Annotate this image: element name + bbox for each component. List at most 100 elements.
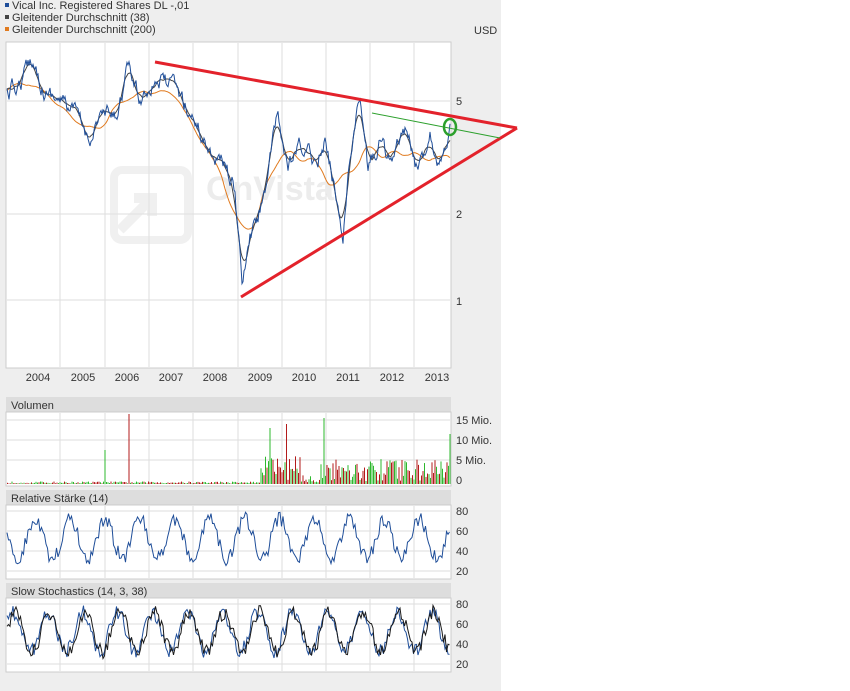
volume-bar [248,482,250,484]
osc-y-tick: 20 [456,566,468,578]
volume-bar [419,480,421,484]
volume-bar [122,482,124,484]
volume-bar [64,481,65,484]
volume-bar [440,461,442,484]
volume-bar [310,476,311,484]
volume-bar [233,481,235,484]
volume-bar [415,469,416,484]
volume-bar [169,483,170,484]
volume-bar [404,461,406,484]
volume-bar [55,483,56,484]
volume-bar [263,475,265,484]
volume-bar [221,482,223,484]
volume-bar [355,464,356,484]
stoch-grid [7,599,450,671]
osc-y-tick: 40 [456,639,468,651]
volume-bar [341,467,343,484]
volume-bar [239,482,241,484]
volume-bars [7,414,451,484]
volume-bar [413,479,415,484]
volume-bar [59,482,61,484]
volume-bar [379,474,380,484]
volume-bar [52,482,53,484]
volume-bar [49,483,50,484]
volume-bar [145,482,146,484]
volume-bar [41,481,43,484]
currency-label: USD [474,25,497,37]
legend: Vical Inc. Registered Shares DL -,01 Gle… [5,0,189,36]
volume-bar [146,483,148,484]
volume-bar [326,464,328,484]
volume-bar [377,480,379,484]
volume-bar [397,478,398,484]
volume-bar [16,483,17,484]
volume-bar [343,468,344,484]
volume-bar [292,468,293,484]
volume-bar [179,482,181,484]
volume-bar [329,468,331,484]
volume-bar [278,466,280,484]
volume-grid [7,413,450,485]
volume-bar [449,434,451,484]
volume-bar [200,482,202,484]
volume-bar [113,481,115,484]
volume-bar [104,450,106,484]
volume-bar [353,474,355,484]
volume-bar [56,482,58,484]
volume-bar [176,483,178,484]
volume-bar [437,474,439,484]
volume-bar [251,482,253,484]
volume-bar [209,482,211,484]
volume-bar [274,471,275,484]
volume-bar [431,462,433,484]
triangle-upper-line [154,60,518,130]
x-tick-label: 2010 [292,372,316,384]
volume-bar [244,482,245,484]
volume-bar [212,483,214,484]
volume-bar [425,476,427,484]
volume-bar [340,477,341,484]
x-tick-label: 2005 [71,372,95,384]
volume-bar [101,483,103,484]
volume-bar [206,483,208,484]
price-lines [6,59,451,286]
volume-bar [199,482,200,484]
volume-bar [389,460,391,484]
volume-bar [91,483,92,484]
volume-bar [314,482,316,484]
volume-bar [289,459,290,484]
volume-bar [190,481,191,484]
volume-bar [287,479,289,484]
volume-bar [371,463,373,484]
volume-y-tick: 10 Mio. [456,435,492,447]
osc-y-tick: 80 [456,506,468,518]
stoch-title: Slow Stochastics (14, 3, 38) [11,586,147,598]
volume-bar [272,459,274,484]
volume-bar [392,461,394,484]
volume-bar [328,467,329,484]
volume-bar [307,482,308,484]
x-tick-label: 2008 [203,372,227,384]
volume-bar [211,482,212,484]
legend-label-price: Vical Inc. Registered Shares DL -,01 [12,0,189,12]
volume-bar [283,469,284,484]
volume-bar [139,482,140,484]
legend-swatch-ma38 [5,15,9,19]
volume-bar [265,456,266,484]
volume-bar [226,482,227,484]
volume-bar [421,475,422,484]
volume-bar [370,461,371,484]
volume-bar [253,481,254,484]
volume-bar [337,469,338,484]
volume-y-tick: 5 Mio. [456,455,486,467]
volume-bar [229,483,230,484]
volume-bar [149,482,151,484]
volume-bar [350,479,352,484]
volume-bar [227,482,229,484]
volume-bar [364,467,365,484]
volume-bar [35,481,37,484]
volume-bar [335,459,337,484]
volume-bar [205,482,206,484]
volume-bar [344,470,346,484]
volume-bar [313,480,314,484]
